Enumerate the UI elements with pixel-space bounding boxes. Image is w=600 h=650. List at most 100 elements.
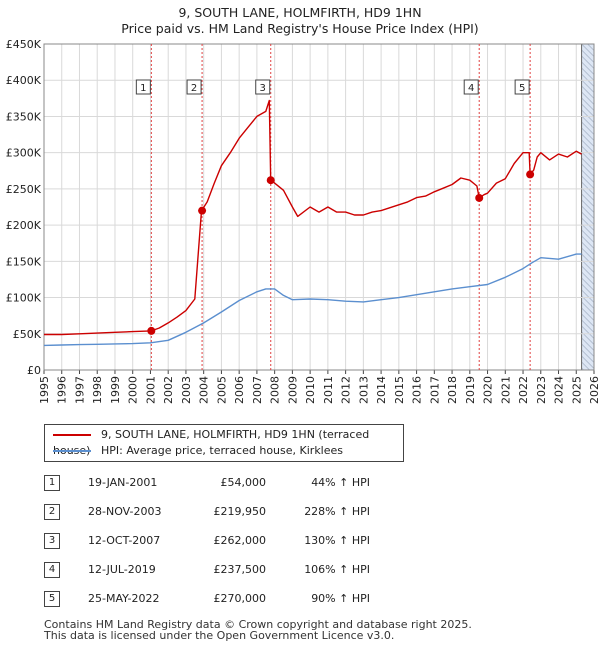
row-price: £237,500: [213, 563, 267, 576]
sale-number-label: 2: [191, 83, 197, 94]
x-tick-label: 1998: [91, 376, 104, 404]
hpi-line: [43, 253, 582, 347]
x-tick-label: 2024: [553, 376, 566, 404]
sale-number-box: [186, 79, 202, 95]
shade-hatch: [581, 157, 594, 171]
row-hpi-change: 90% ↑ HPI: [311, 592, 370, 605]
plot-border: [43, 43, 595, 371]
shade-hatch: [582, 0, 594, 8]
shade-hatch: [581, 151, 594, 165]
shade-hatch: [581, 223, 594, 237]
row-hpi-change: 130% ↑ HPI: [304, 534, 370, 547]
shade-hatch: [581, 277, 594, 291]
sale-point: [526, 170, 535, 179]
chart-title: 9, SOUTH LANE, HOLMFIRTH, HD9 1HN: [178, 5, 422, 20]
row-number-box: 4: [44, 562, 60, 578]
shade-hatch: [581, 175, 594, 189]
y-tick-label: £400K: [6, 74, 42, 87]
shade-hatch: [581, 103, 594, 117]
x-tick-label: 2017: [428, 376, 441, 404]
x-tick-label: 2021: [499, 376, 512, 404]
shade-hatch: [581, 121, 594, 135]
shade-hatch: [582, 20, 594, 32]
sale-point: [266, 176, 275, 185]
shade-hatch: [581, 283, 594, 297]
shade-hatch: [581, 67, 594, 81]
row-number-box: 2: [44, 504, 60, 520]
footer-copyright: Contains HM Land Registry data © Crown c…: [44, 618, 472, 631]
shade-hatch: [581, 169, 594, 183]
x-tick-label: 1996: [56, 376, 69, 404]
shade-hatch: [581, 229, 594, 243]
x-tick-label: 2004: [198, 376, 211, 404]
row-price: £270,000: [213, 592, 267, 605]
x-tick-label: 2007: [251, 376, 264, 404]
row-number-box: 3: [44, 533, 60, 549]
x-tick-label: 2001: [144, 376, 157, 404]
x-tick-label: 2019: [464, 376, 477, 404]
shade-hatch: [581, 253, 594, 267]
sale-number-box: [255, 79, 271, 95]
shade-hatch: [581, 307, 594, 321]
future-shade: [581, 44, 594, 370]
x-tick-label: 2022: [517, 376, 530, 404]
shade-hatch: [581, 127, 594, 141]
shade-hatch: [581, 205, 594, 219]
row-date: 25-MAY-2022: [88, 592, 160, 605]
shade-hatch: [581, 319, 594, 333]
x-tick-label: 2005: [215, 376, 228, 404]
shade-hatch: [581, 265, 594, 279]
x-tick-label: 2012: [340, 376, 353, 404]
shade-hatch: [581, 187, 594, 201]
chart-subtitle: Price paid vs. HM Land Registry's House …: [121, 21, 479, 36]
x-tick-label: 2018: [446, 376, 459, 404]
row-price: £219,950: [213, 505, 267, 518]
shade-hatch: [581, 139, 594, 153]
row-date: 28-NOV-2003: [88, 505, 162, 518]
shade-hatch: [581, 217, 594, 231]
shade-hatch: [582, 8, 594, 20]
sale-number-label: 1: [140, 83, 146, 94]
x-tick-label: 2026: [588, 376, 600, 404]
sale-number-label: 4: [468, 83, 474, 94]
shade-hatch: [581, 295, 594, 309]
legend-item-hpi: HPI: Average price, terraced house, Kirk…: [53, 443, 343, 459]
shade-hatch: [581, 91, 594, 105]
shade-hatch: [581, 313, 594, 327]
row-hpi-change: 44% ↑ HPI: [311, 476, 370, 489]
x-tick-label: 2000: [127, 376, 140, 404]
shade-hatch: [581, 361, 591, 370]
shade-hatch: [581, 79, 594, 93]
legend-item-property: 9, SOUTH LANE, HOLMFIRTH, HD9 1HN (terra…: [53, 427, 403, 457]
shade-hatch: [581, 61, 594, 75]
y-tick-label: £200K: [6, 219, 42, 232]
shade-hatch: [581, 271, 594, 285]
shade-hatch: [581, 193, 594, 207]
legend-label-hpi: HPI: Average price, terraced house, Kirk…: [101, 444, 344, 457]
shade-hatch: [581, 241, 594, 255]
shade-hatch: [581, 337, 594, 351]
legend: 9, SOUTH LANE, HOLMFIRTH, HD9 1HN (terra…: [44, 424, 404, 462]
x-tick-label: 1999: [109, 376, 122, 404]
shade-hatch: [581, 289, 594, 303]
x-tick-label: 2016: [411, 376, 424, 404]
x-tick-label: 2010: [304, 376, 317, 404]
shade-hatch: [581, 133, 594, 147]
shade-hatch: [581, 199, 594, 213]
row-price: £54,000: [220, 476, 267, 489]
x-tick-label: 2002: [162, 376, 175, 404]
sale-number-box: [135, 79, 151, 95]
sale-point: [475, 193, 484, 202]
shade-hatch: [581, 44, 594, 57]
shade-hatch: [581, 115, 594, 129]
y-tick-label: £300K: [6, 147, 42, 160]
shade-hatch: [581, 97, 594, 111]
legend-swatch-hpi: [53, 450, 91, 452]
sale-number-label: 5: [519, 83, 525, 94]
x-tick-label: 2015: [393, 376, 406, 404]
x-tick-label: 2006: [233, 376, 246, 404]
shade-hatch: [581, 211, 594, 225]
x-tick-label: 2025: [570, 376, 583, 404]
sale-number-label: 3: [260, 83, 266, 94]
shade-hatch: [593, 44, 594, 45]
